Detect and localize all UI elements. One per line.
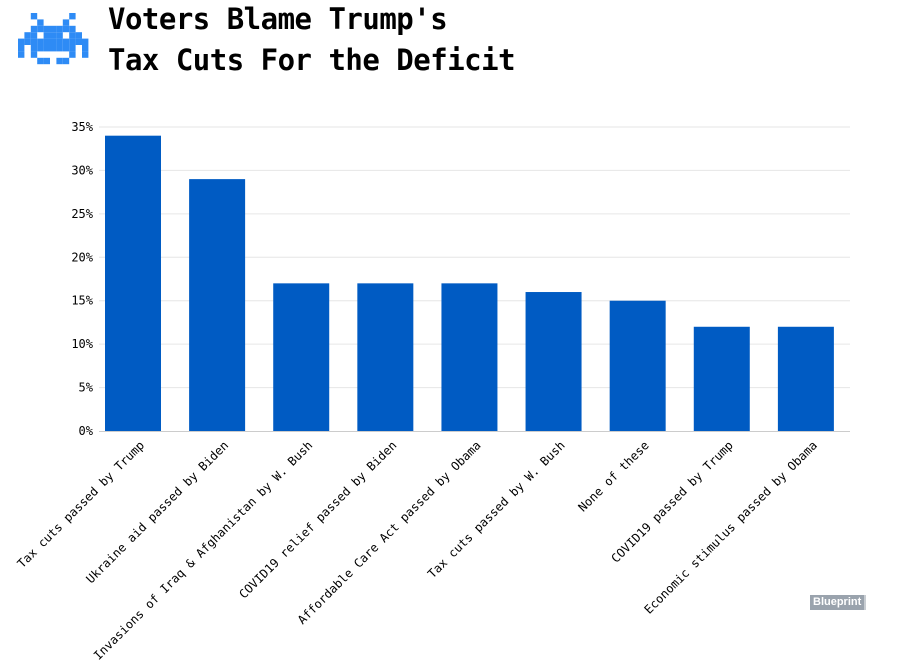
- x-tick-label: Economic stimulus passed by Obama: [642, 438, 820, 616]
- bar: [189, 179, 246, 431]
- y-tick-label: 35%: [71, 120, 93, 134]
- y-tick-label: 5%: [79, 381, 94, 395]
- bar: [777, 326, 834, 431]
- chart-title-line-1: Voters Blame Trump's: [108, 2, 448, 36]
- y-tick-label: 0%: [79, 424, 94, 438]
- y-tick-label: 15%: [71, 294, 93, 308]
- bar: [609, 300, 666, 431]
- x-tick-label: Affordable Care Act passed by Obama: [295, 438, 484, 627]
- x-tick-label: Ukraine aid passed by Biden: [83, 438, 231, 586]
- y-tick-label: 10%: [71, 337, 93, 351]
- bar: [525, 292, 582, 431]
- y-tick-label: 25%: [71, 207, 93, 221]
- blueprint-badge: Blueprint: [810, 595, 867, 610]
- bar: [273, 283, 330, 431]
- bar: [357, 283, 414, 431]
- bar: [693, 326, 750, 431]
- x-tick-label: None of these: [575, 438, 651, 514]
- x-tick-label: Tax cuts passed by W. Bush: [425, 438, 568, 581]
- chart-title-line-2: Tax Cuts For the Deficit: [108, 43, 516, 77]
- y-tick-label: 20%: [71, 250, 93, 264]
- y-axis-tick-labels: 0% 5% 10% 15% 20% 25% 30% 35%: [71, 120, 93, 438]
- space-invader-icon: [18, 13, 89, 65]
- bars: [105, 135, 834, 431]
- bar: [441, 283, 498, 431]
- bar: [105, 135, 161, 431]
- y-tick-label: 30%: [71, 163, 93, 177]
- x-tick-label: COVID19 relief passed by Biden: [236, 438, 399, 601]
